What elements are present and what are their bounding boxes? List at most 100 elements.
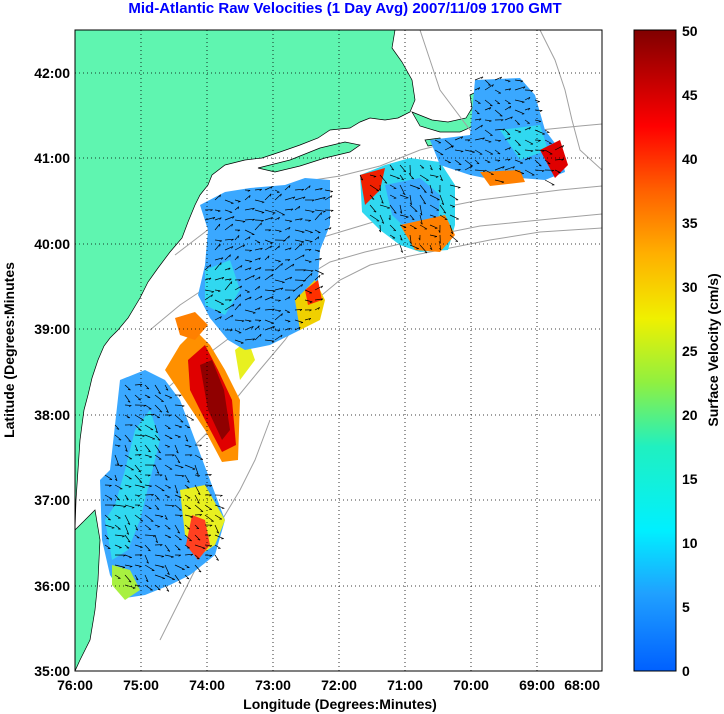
current-vector	[144, 454, 152, 458]
current-vector	[254, 209, 265, 213]
current-vector	[124, 504, 135, 508]
current-vector	[144, 434, 156, 440]
current-vector	[124, 464, 134, 471]
current-vector	[254, 276, 261, 281]
current-vector	[274, 309, 281, 312]
current-vector	[324, 216, 331, 221]
current-vector	[234, 329, 242, 334]
current-vector-head	[272, 326, 275, 329]
x-tick: 75:00	[123, 677, 159, 693]
current-vector	[124, 524, 130, 535]
current-vector-head	[237, 206, 240, 210]
current-vector	[114, 574, 121, 579]
current-vector	[224, 223, 233, 231]
y-tick: 39:00	[34, 321, 70, 337]
current-vector-head	[239, 294, 242, 297]
current-vector-head	[109, 485, 112, 487]
current-vector	[234, 339, 244, 344]
current-vector-head	[478, 87, 481, 90]
current-vector-head	[238, 235, 240, 238]
current-vector-head	[328, 216, 331, 219]
current-vector	[184, 474, 190, 483]
current-vector	[234, 219, 246, 222]
current-vector-head	[148, 450, 151, 453]
current-vector	[314, 209, 326, 212]
current-vector	[274, 216, 280, 221]
current-vector-head	[209, 524, 213, 527]
current-vector	[409, 184, 421, 189]
current-vector-head	[135, 449, 138, 452]
current-vector-head	[481, 76, 484, 79]
current-vector-head	[438, 230, 441, 233]
current-vector	[154, 504, 160, 510]
current-vector	[369, 194, 375, 200]
current-vector-head	[114, 478, 118, 482]
current-vector	[144, 534, 156, 537]
current-vector	[484, 159, 491, 163]
current-vector	[174, 434, 181, 438]
current-vector	[124, 454, 133, 460]
current-vector-head	[287, 321, 291, 323]
current-vector-head	[240, 285, 243, 289]
current-vector-head	[400, 250, 403, 253]
current-vector	[164, 434, 173, 439]
current-vector	[194, 554, 200, 560]
current-vector-head	[216, 531, 219, 534]
current-vector	[369, 174, 377, 177]
current-vector-head	[219, 316, 222, 319]
current-vector	[314, 269, 324, 275]
current-vector-head	[488, 84, 491, 86]
current-vector	[264, 217, 273, 221]
current-vector-head	[229, 254, 231, 258]
current-vector-head	[508, 158, 511, 161]
current-vector	[114, 564, 126, 568]
current-vector	[294, 326, 301, 331]
current-vector	[184, 464, 196, 470]
current-vector-head	[289, 247, 292, 250]
current-vector	[284, 226, 291, 231]
current-vector-head	[157, 439, 161, 441]
current-vector-head	[131, 507, 135, 509]
current-vector-head	[148, 474, 151, 477]
current-vector	[534, 169, 545, 172]
velocity-south-cyan	[105, 410, 160, 560]
current-vector	[284, 219, 293, 222]
current-vector-head	[209, 264, 212, 268]
current-vector-head	[138, 429, 141, 431]
current-vector	[184, 534, 192, 542]
current-vector-head	[512, 166, 515, 169]
colorbar-tick: 45	[682, 87, 698, 103]
current-vector	[254, 219, 264, 221]
current-vector-head	[238, 279, 241, 282]
current-vector-head	[181, 405, 185, 408]
current-vector-head	[189, 454, 193, 457]
current-vector	[234, 294, 241, 301]
current-vector	[409, 174, 415, 180]
current-vector-head	[508, 137, 511, 140]
current-vector	[204, 484, 212, 486]
current-vector	[154, 494, 160, 500]
current-vector-head	[251, 326, 254, 329]
current-vector	[514, 79, 524, 82]
colorbar-tick: 40	[682, 151, 698, 167]
current-vector-head	[259, 267, 262, 270]
current-vector	[214, 243, 221, 251]
current-vector-head	[409, 241, 412, 244]
current-vector	[369, 184, 380, 192]
current-vector-head	[232, 304, 235, 307]
current-vector	[194, 504, 204, 512]
current-vector	[134, 524, 139, 531]
current-vector	[114, 474, 118, 481]
current-vector	[114, 454, 120, 466]
current-vector-head	[187, 480, 190, 483]
current-vector	[294, 229, 305, 233]
current-vector	[234, 319, 245, 322]
current-vector	[174, 544, 181, 551]
current-vector-head	[323, 210, 326, 213]
current-vector	[264, 339, 275, 342]
current-vector	[154, 444, 161, 454]
current-vector	[224, 314, 234, 321]
current-vector	[429, 244, 433, 250]
current-vector-head	[309, 241, 313, 243]
current-vector	[164, 524, 171, 530]
